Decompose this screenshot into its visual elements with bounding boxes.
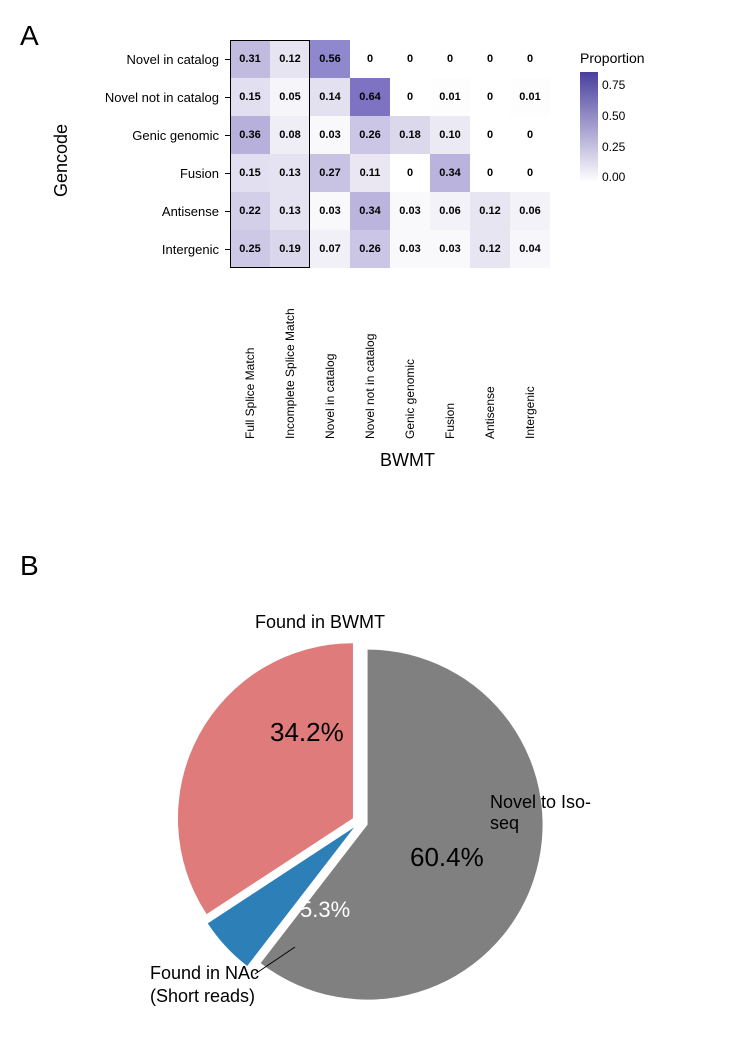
- heatmap-cell: 0.06: [510, 192, 550, 230]
- x-axis-title: BWMT: [380, 450, 435, 471]
- x-axis-label: Intergenic: [510, 275, 550, 445]
- heatmap-cell: 0.03: [390, 230, 430, 268]
- y-axis-label: Fusion: [75, 154, 225, 192]
- heatmap-cell: 0.18: [390, 116, 430, 154]
- x-axis-label: Antisense: [470, 275, 510, 445]
- heatmap-cell: 0.14: [310, 78, 350, 116]
- x-axis-label: Novel not in catalog: [350, 275, 390, 445]
- heatmap-cell: 0: [510, 116, 550, 154]
- y-axis-label: Novel in catalog: [75, 40, 225, 78]
- legend-tick-label: 0.50: [602, 109, 625, 123]
- heatmap-cell: 0: [510, 40, 550, 78]
- heatmap-cell: 0.05: [270, 78, 310, 116]
- x-axis-label: Full Splice Match: [230, 275, 270, 445]
- heatmap-grid: 0.310.120.56000000.150.050.140.6400.0100…: [230, 40, 550, 268]
- panel-b-label: B: [20, 550, 731, 582]
- heatmap-cell: 0.07: [310, 230, 350, 268]
- pie-chart-wrap: Found in BWMT 34.2% Novel to Iso-seq 60.…: [140, 592, 600, 1052]
- heatmap-cell: 0.03: [310, 192, 350, 230]
- y-axis-label: Intergenic: [75, 230, 225, 268]
- heatmap-cell: 0.11: [350, 154, 390, 192]
- heatmap-cell: 0.13: [270, 154, 310, 192]
- heatmap-cell: 0.31: [230, 40, 270, 78]
- heatmap-cell: 0: [470, 78, 510, 116]
- pie-pct-nac: 5.3%: [300, 897, 350, 923]
- panel-b-pie: B Found in BWMT 34.2% Novel to Iso-seq 6…: [20, 550, 731, 1030]
- legend-gradient-bar: [580, 72, 598, 182]
- heatmap-cell: 0.22: [230, 192, 270, 230]
- x-axis-label: Novel in catalog: [310, 275, 350, 445]
- heatmap-cell: 0.01: [430, 78, 470, 116]
- heatmap-cell: 0.34: [350, 192, 390, 230]
- pie-label-nac-l2: (Short reads): [150, 986, 255, 1006]
- heatmap-cell: 0.13: [270, 192, 310, 230]
- heatmap-cell: 0.06: [430, 192, 470, 230]
- y-axis-label: Genic genomic: [75, 116, 225, 154]
- pie-label-novel: Novel to Iso-seq: [490, 792, 600, 834]
- heatmap-cell: 0: [390, 78, 430, 116]
- heatmap-cell: 0: [430, 40, 470, 78]
- color-legend: Proportion 0.75 0.50 0.25 0.00: [580, 50, 700, 182]
- heatmap-cell: 0.03: [430, 230, 470, 268]
- y-axis-label: Antisense: [75, 192, 225, 230]
- heatmap-cell: 0.64: [350, 78, 390, 116]
- legend-tick-label: 0.00: [602, 170, 625, 184]
- pie-slice: [178, 643, 353, 914]
- heatmap-cell: 0.10: [430, 116, 470, 154]
- pie-label-bwmt: Found in BWMT: [255, 612, 385, 633]
- pie-label-nac-l1: Found in NAc: [150, 963, 259, 983]
- heatmap-cell: 0.27: [310, 154, 350, 192]
- heatmap-cell: 0: [390, 154, 430, 192]
- pie-pct-bwmt: 34.2%: [270, 717, 344, 748]
- heatmap-cell: 0.12: [270, 40, 310, 78]
- legend-title: Proportion: [580, 50, 700, 66]
- heatmap-cell: 0: [510, 154, 550, 192]
- heatmap-cell: 0.15: [230, 154, 270, 192]
- heatmap-cell: 0: [390, 40, 430, 78]
- legend-tick-label: 0.25: [602, 140, 625, 154]
- heatmap-cell: 0.01: [510, 78, 550, 116]
- y-axis-title: Gencode: [51, 124, 72, 197]
- heatmap-cell: 0.25: [230, 230, 270, 268]
- heatmap-cell: 0.34: [430, 154, 470, 192]
- pie-pct-novel: 60.4%: [410, 842, 484, 873]
- y-axis-labels: Novel in catalog Novel not in catalog Ge…: [75, 40, 225, 268]
- heatmap-cell: 0.04: [510, 230, 550, 268]
- pie-label-nac: Found in NAc (Short reads): [150, 962, 259, 1009]
- heatmap-cell: 0.56: [310, 40, 350, 78]
- heatmap-cell: 0.08: [270, 116, 310, 154]
- heatmap-cell: 0.12: [470, 230, 510, 268]
- panel-a-heatmap: A Gencode Novel in catalog Novel not in …: [20, 20, 731, 520]
- x-axis-label: Fusion: [430, 275, 470, 445]
- heatmap-cell: 0: [470, 40, 510, 78]
- x-axis-label: Incomplete Splice Match: [270, 275, 310, 445]
- x-axis-label: Genic genomic: [390, 275, 430, 445]
- heatmap-cell: 0.26: [350, 116, 390, 154]
- y-axis-label: Novel not in catalog: [75, 78, 225, 116]
- x-axis-labels: Full Splice MatchIncomplete Splice Match…: [230, 275, 550, 445]
- heatmap-cell: 0.03: [310, 116, 350, 154]
- heatmap-cell: 0.03: [390, 192, 430, 230]
- legend-tick-label: 0.75: [602, 78, 625, 92]
- heatmap-cell: 0.26: [350, 230, 390, 268]
- heatmap-cell: 0.19: [270, 230, 310, 268]
- heatmap-cell: 0: [470, 154, 510, 192]
- heatmap-cell: 0.36: [230, 116, 270, 154]
- heatmap-grid-wrap: 0.310.120.56000000.150.050.140.6400.0100…: [230, 40, 550, 268]
- heatmap-cell: 0.15: [230, 78, 270, 116]
- heatmap-cell: 0.12: [470, 192, 510, 230]
- heatmap-cell: 0: [350, 40, 390, 78]
- heatmap-cell: 0: [470, 116, 510, 154]
